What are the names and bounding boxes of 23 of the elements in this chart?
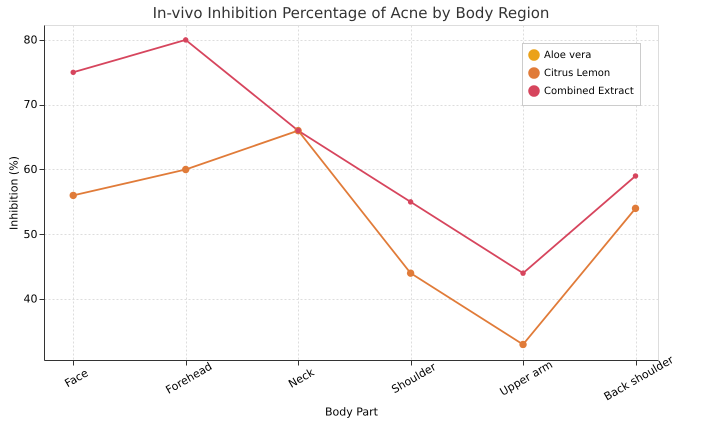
x-axis-title: Body Part (325, 406, 379, 419)
point (70, 192, 77, 200)
point (632, 173, 638, 179)
legend-label: Combined Extract (544, 86, 634, 97)
legend-label: Aloe vera (544, 50, 592, 61)
y-tick-label: 50 (24, 228, 38, 241)
point (182, 37, 188, 43)
x-tick-label: Neck (286, 365, 318, 391)
point (519, 340, 527, 348)
point (632, 204, 640, 212)
y-tick-label: 80 (24, 33, 38, 46)
chart-title: In-vivo Inhibition Percentage of Acne by Body Region (152, 4, 550, 22)
y-tick-label: 70 (24, 98, 38, 112)
y-tick-label: 40 (24, 292, 38, 306)
y-tick-label: 60 (24, 162, 38, 176)
point (406, 269, 414, 277)
point (408, 199, 414, 205)
y-axis-title: Inhibition (%) (8, 156, 21, 230)
legend-label: Citrus Lemon (544, 68, 610, 79)
x-tick-label: Face (62, 366, 91, 390)
point (70, 70, 76, 76)
point (520, 270, 526, 276)
point (182, 166, 190, 174)
